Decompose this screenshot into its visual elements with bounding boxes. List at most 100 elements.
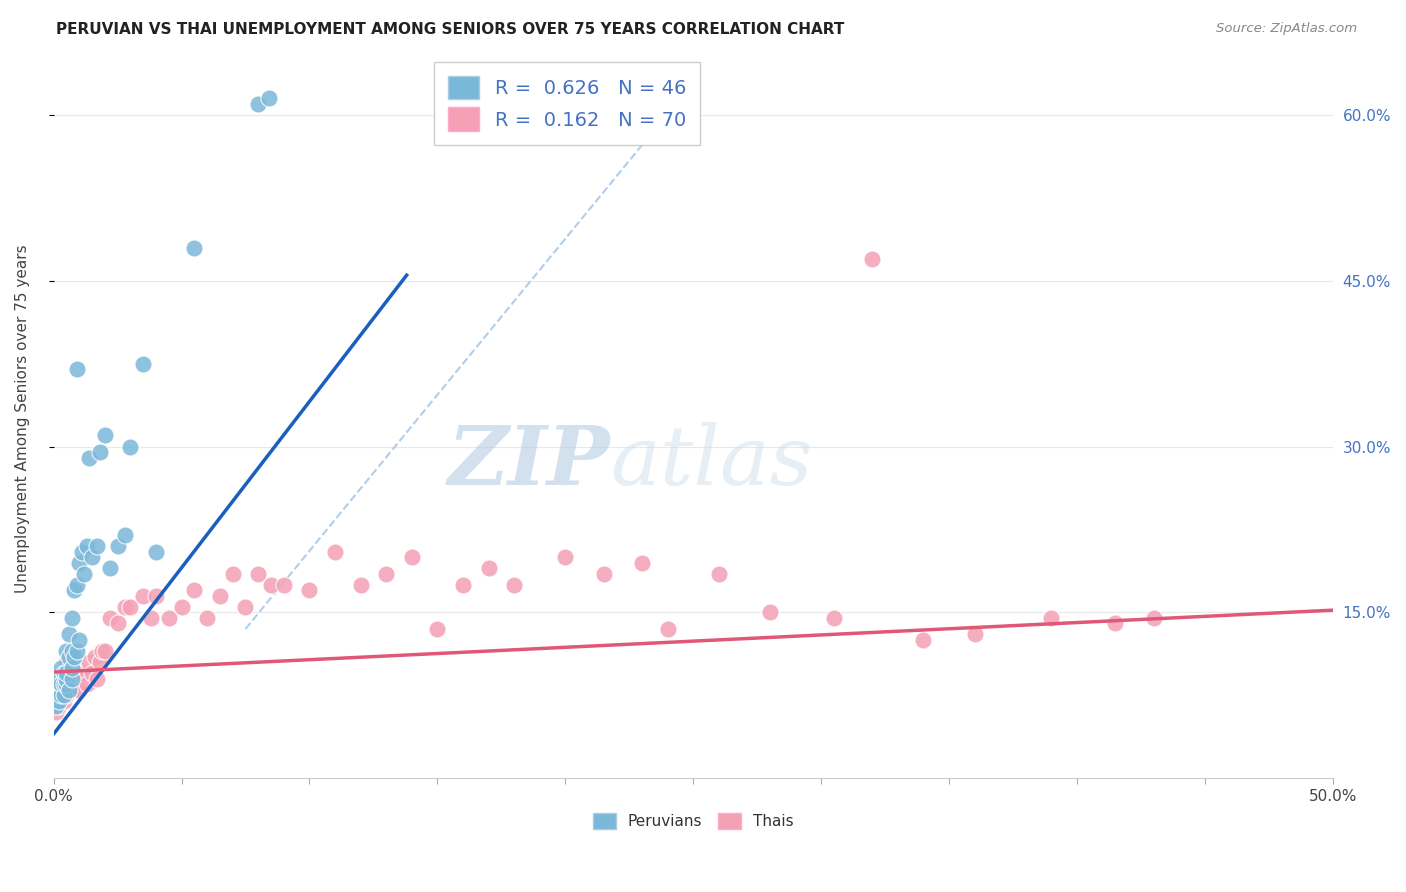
Point — [80, 550, 103, 565]
Point — [375, 566, 398, 581]
Point — [260, 578, 283, 592]
Point — [70, 666, 93, 681]
Point — [60, 644, 83, 658]
Point — [45, 688, 67, 702]
Point — [52, 666, 75, 681]
Point — [55, 672, 77, 686]
Point — [76, 539, 98, 553]
Point — [76, 677, 98, 691]
Point — [52, 672, 75, 686]
Point — [51, 677, 73, 691]
Point — [60, 666, 83, 681]
Point — [132, 589, 155, 603]
Y-axis label: Unemployment Among Seniors over 75 years: Unemployment Among Seniors over 75 years — [15, 244, 30, 593]
Point — [235, 599, 257, 614]
Point — [55, 688, 77, 702]
Point — [657, 622, 679, 636]
Point — [63, 677, 86, 691]
Point — [1104, 616, 1126, 631]
Point — [60, 611, 83, 625]
Point — [73, 666, 96, 681]
Point — [912, 633, 935, 648]
Point — [60, 661, 83, 675]
Point — [554, 550, 576, 565]
Point — [48, 682, 70, 697]
Point — [89, 445, 111, 459]
Point — [145, 589, 167, 603]
Point — [51, 694, 73, 708]
Point — [51, 661, 73, 675]
Point — [55, 644, 77, 658]
Point — [98, 561, 121, 575]
Point — [94, 644, 117, 658]
Point — [426, 622, 449, 636]
Point — [257, 91, 280, 105]
Point — [67, 682, 90, 697]
Point — [247, 96, 270, 111]
Point — [222, 566, 245, 581]
Point — [503, 578, 526, 592]
Point — [208, 589, 231, 603]
Point — [52, 677, 75, 691]
Point — [66, 644, 89, 658]
Point — [48, 672, 70, 686]
Point — [70, 544, 93, 558]
Point — [86, 539, 108, 553]
Point — [132, 357, 155, 371]
Point — [963, 627, 986, 641]
Point — [66, 578, 89, 592]
Point — [823, 611, 845, 625]
Point — [451, 578, 474, 592]
Point — [477, 561, 499, 575]
Point — [58, 627, 80, 641]
Point — [349, 578, 371, 592]
Point — [107, 616, 129, 631]
Point — [45, 699, 67, 714]
Text: Source: ZipAtlas.com: Source: ZipAtlas.com — [1216, 22, 1357, 36]
Point — [139, 611, 162, 625]
Point — [63, 583, 86, 598]
Point — [45, 705, 67, 719]
Point — [273, 578, 295, 592]
Legend: Peruvians, Thais: Peruvians, Thais — [586, 807, 800, 835]
Point — [114, 599, 136, 614]
Point — [66, 672, 89, 686]
Point — [63, 649, 86, 664]
Point — [183, 583, 205, 598]
Point — [707, 566, 730, 581]
Point — [45, 688, 67, 702]
Point — [66, 362, 89, 376]
Point — [63, 666, 86, 681]
Point — [120, 599, 142, 614]
Point — [195, 611, 218, 625]
Point — [592, 566, 614, 581]
Point — [48, 682, 70, 697]
Point — [51, 688, 73, 702]
Point — [83, 649, 105, 664]
Point — [170, 599, 193, 614]
Point — [60, 672, 83, 686]
Point — [58, 682, 80, 697]
Point — [58, 661, 80, 675]
Point — [247, 566, 270, 581]
Point — [55, 655, 77, 669]
Text: atlas: atlas — [610, 422, 813, 502]
Point — [120, 440, 142, 454]
Point — [60, 682, 83, 697]
Point — [183, 241, 205, 255]
Point — [98, 611, 121, 625]
Point — [55, 666, 77, 681]
Point — [860, 252, 883, 266]
Point — [79, 450, 101, 465]
Point — [55, 677, 77, 691]
Point — [52, 694, 75, 708]
Point — [58, 649, 80, 664]
Point — [1143, 611, 1166, 625]
Point — [73, 566, 96, 581]
Point — [759, 606, 782, 620]
Point — [51, 677, 73, 691]
Point — [114, 528, 136, 542]
Point — [66, 661, 89, 675]
Point — [107, 539, 129, 553]
Point — [94, 428, 117, 442]
